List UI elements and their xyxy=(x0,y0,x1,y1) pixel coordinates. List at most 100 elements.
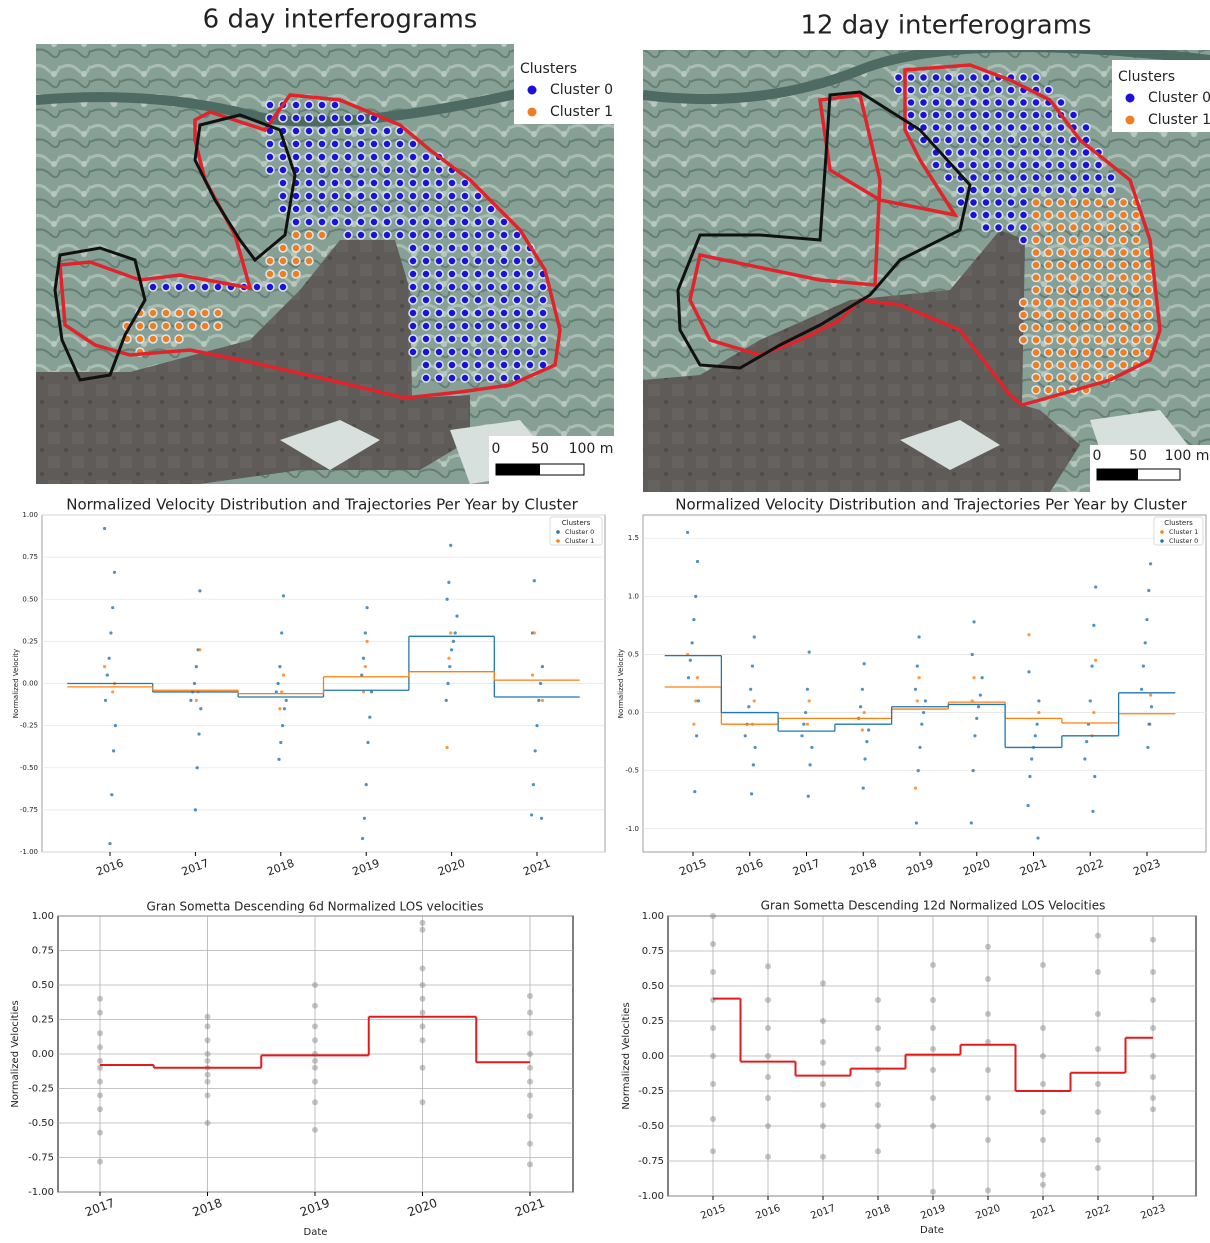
cluster-point xyxy=(278,243,288,253)
data-point xyxy=(1040,1109,1046,1115)
cluster-point xyxy=(1043,310,1054,320)
cluster-point xyxy=(317,230,327,240)
cluster-point xyxy=(499,321,509,331)
cluster-point xyxy=(1031,122,1041,133)
cluster-point xyxy=(1068,135,1079,145)
cluster-point xyxy=(1068,360,1079,370)
cluster-point xyxy=(1143,285,1154,295)
cluster-point xyxy=(460,191,470,201)
cluster-point xyxy=(499,360,509,370)
cluster-point xyxy=(931,85,941,95)
cluster-point xyxy=(161,334,171,344)
cluster-point xyxy=(473,217,483,227)
data-point xyxy=(204,1120,211,1126)
data-point xyxy=(1140,687,1144,691)
cluster-point xyxy=(447,282,457,292)
cluster-point xyxy=(1106,310,1116,320)
cluster-point xyxy=(265,256,275,266)
cluster-point xyxy=(918,72,929,83)
data-point xyxy=(1148,722,1152,726)
data-point xyxy=(1028,774,1032,779)
cluster-point xyxy=(473,191,483,201)
cluster-point xyxy=(1131,260,1141,270)
cluster-point xyxy=(1043,322,1054,333)
data-point xyxy=(192,681,197,686)
cluster-point xyxy=(1043,260,1054,270)
data-point xyxy=(97,1092,103,1099)
cluster-point xyxy=(1143,322,1154,333)
cluster-point xyxy=(148,282,158,292)
stream xyxy=(643,50,1210,105)
cluster-point xyxy=(382,165,392,175)
cluster-point xyxy=(1118,310,1129,320)
cluster-point xyxy=(421,178,431,188)
data-point xyxy=(1145,617,1149,622)
cluster-point xyxy=(1068,160,1079,170)
cluster-point xyxy=(304,113,314,123)
cluster-point xyxy=(330,191,340,201)
cluster-point xyxy=(1093,297,1104,308)
cluster-point xyxy=(1031,72,1041,83)
cluster-point xyxy=(893,85,904,95)
cluster-point xyxy=(1056,97,1066,108)
cluster-point xyxy=(1081,347,1091,358)
cluster-point xyxy=(200,282,210,292)
cluster-point xyxy=(447,360,457,370)
data-point xyxy=(1143,641,1147,645)
data-point xyxy=(535,724,539,728)
data-point xyxy=(276,681,280,686)
data-point xyxy=(97,1129,103,1136)
data-point xyxy=(312,1126,318,1133)
cluster-point xyxy=(1006,97,1016,108)
data-point xyxy=(806,794,810,798)
cluster-point xyxy=(943,110,954,120)
cluster-point xyxy=(981,210,991,220)
cluster-point xyxy=(291,217,301,227)
data-point xyxy=(112,749,116,753)
cluster-point xyxy=(317,217,327,227)
cluster-point xyxy=(1081,372,1091,383)
cluster-point xyxy=(1093,235,1104,245)
x-tick-label: 2023 xyxy=(1139,1203,1167,1222)
cluster-point xyxy=(291,243,301,253)
cluster-point xyxy=(473,230,483,240)
cluster-point xyxy=(931,135,941,145)
y-tick-label: -1.00 xyxy=(28,1187,54,1198)
x-tick-label: 2021 xyxy=(1018,857,1049,879)
cluster-point xyxy=(408,139,418,149)
data-point xyxy=(1026,803,1030,808)
y-tick-label: -1.00 xyxy=(638,1191,664,1202)
cluster-point xyxy=(1131,285,1141,295)
data-point xyxy=(1085,740,1089,744)
cluster-point xyxy=(512,256,522,266)
cluster-point xyxy=(356,178,366,188)
cluster-point xyxy=(460,269,470,279)
cluster-point xyxy=(981,72,991,83)
cluster-point xyxy=(343,113,353,123)
cluster-point xyxy=(447,256,457,266)
cluster-point xyxy=(918,110,929,120)
cluster-point xyxy=(447,308,457,318)
data-point xyxy=(861,786,865,790)
cluster-point xyxy=(460,204,470,214)
cluster-point xyxy=(931,72,941,83)
data-point xyxy=(199,707,203,711)
data-point xyxy=(282,707,286,711)
cluster-point xyxy=(1006,135,1016,145)
y-tick-label: -0.75 xyxy=(638,1156,664,1167)
cluster-point xyxy=(1031,135,1041,145)
data-point xyxy=(419,1023,426,1030)
data-point xyxy=(875,1148,881,1155)
cluster-point xyxy=(408,191,418,201)
data-point xyxy=(449,631,453,635)
y-tick-label: 1.5 xyxy=(628,534,639,542)
cluster-point xyxy=(473,282,483,292)
scale-label: 0 xyxy=(492,441,501,457)
legend-title: Clusters xyxy=(1118,69,1175,85)
y-tick-label: 0.50 xyxy=(642,981,664,992)
data-point xyxy=(312,1057,318,1064)
data-point xyxy=(978,693,982,697)
data-point xyxy=(194,698,198,702)
x-tick-label: 2021 xyxy=(521,857,552,879)
cluster-point xyxy=(993,135,1004,145)
